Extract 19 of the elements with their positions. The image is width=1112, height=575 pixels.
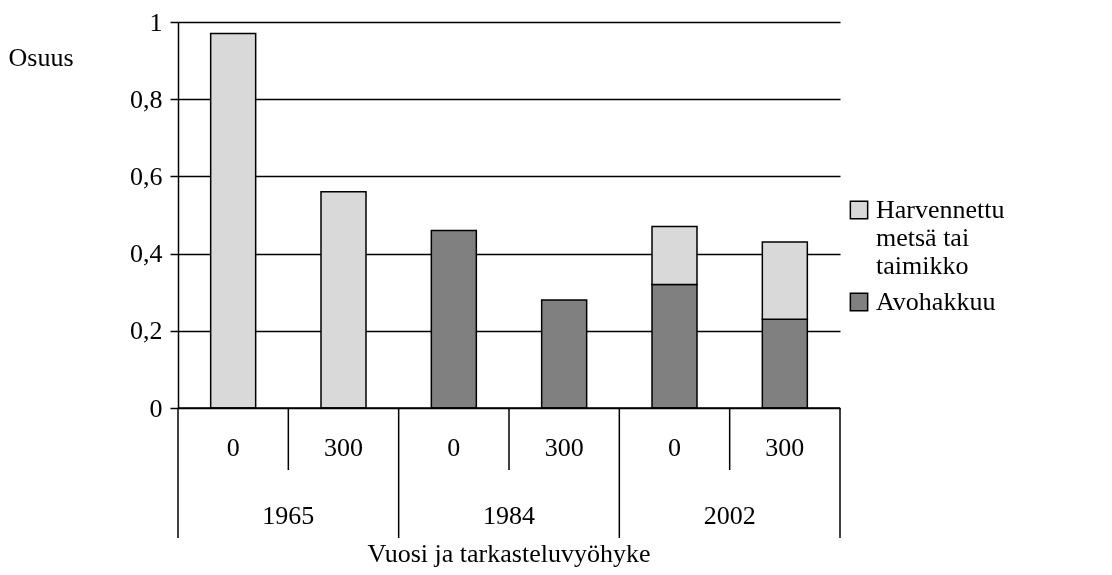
x-tick-label: 300: [324, 433, 363, 462]
x-tick-label: 0: [668, 433, 681, 462]
x-tick-label: 300: [544, 433, 584, 462]
x-tick-label: 0: [226, 433, 240, 462]
text: 1965: [262, 501, 315, 530]
y-tick-label: 0: [149, 393, 163, 423]
y-axis-title: Osuus: [8, 42, 74, 72]
y-tick-label: 1: [149, 7, 163, 37]
text: 2002: [703, 501, 756, 530]
legend-label: Harvennettu metsä tai taimikko: [876, 195, 1005, 280]
y-tick-label: 0,4: [130, 239, 163, 269]
y-tick-label: 0,8: [130, 84, 163, 114]
legend-label: Avohakkuu: [876, 287, 996, 316]
y-tick-label: 0,2: [130, 316, 163, 346]
y-tick-label: 0,6: [130, 161, 163, 191]
x-tick-label: 0: [447, 433, 461, 462]
x-tick-label: 300: [765, 433, 805, 462]
text: 1984: [483, 501, 535, 530]
x-axis-title: Vuosi ja tarkasteluvyöhyke: [367, 539, 651, 568]
